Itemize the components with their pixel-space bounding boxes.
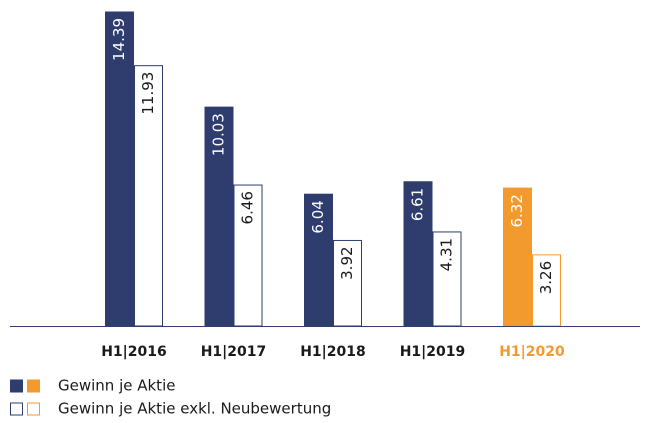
value-label: 11.93 (139, 72, 157, 115)
value-label: 10.03 (210, 113, 228, 156)
legend-swatch (10, 402, 23, 416)
bar (432, 231, 462, 327)
value-label: 6.04 (309, 200, 327, 233)
value-label: 6.61 (409, 188, 427, 221)
x-tick-label: H1|2016 (101, 344, 167, 360)
bar (204, 106, 234, 327)
value-label: 6.32 (508, 194, 526, 227)
bar (532, 254, 561, 327)
value-label: 14.39 (110, 18, 128, 61)
bar (333, 239, 362, 327)
x-tick-label: H1|2018 (300, 344, 366, 360)
legend-label: Gewinn je Aktie (58, 377, 175, 395)
bar (105, 11, 134, 327)
bar (134, 65, 163, 327)
x-tick-label: H1|2020 (499, 344, 565, 360)
bar (233, 184, 263, 327)
value-label: 3.92 (338, 246, 356, 279)
legend-swatch (27, 402, 40, 416)
legend-label: Gewinn je Aktie exkl. Neubewertung (58, 400, 331, 418)
legend-swatch (10, 379, 23, 393)
value-label: 3.26 (537, 261, 555, 294)
x-tick-label: H1|2017 (201, 344, 267, 360)
value-label: 4.31 (438, 238, 456, 271)
value-label: 6.46 (239, 191, 257, 224)
x-tick-label: H1|2019 (400, 344, 466, 360)
legend-swatch (27, 379, 40, 393)
